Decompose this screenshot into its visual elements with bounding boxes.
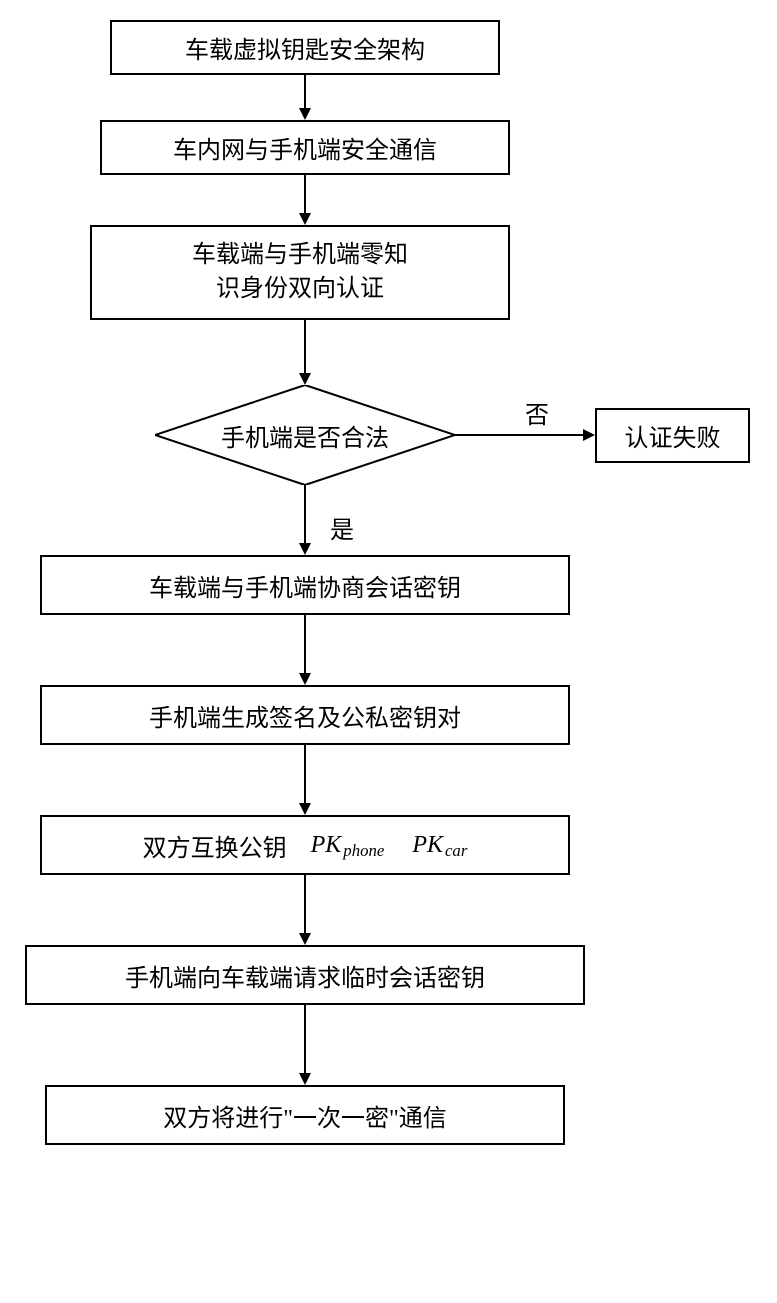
node-text: 双方将进行"一次一密"通信 bbox=[163, 1098, 447, 1133]
arrow-4-6 bbox=[297, 485, 313, 555]
node-text: 认证失败 bbox=[625, 418, 721, 453]
node-text: 双方互换公钥 PK phone PK car bbox=[143, 828, 468, 863]
node-exchange-pk: 双方互换公钥 PK phone PK car bbox=[40, 815, 570, 875]
node-security-arch: 车载虚拟钥匙安全架构 bbox=[110, 20, 500, 75]
node-mutual-auth: 车载端与手机端零知 识身份双向认证 bbox=[90, 225, 510, 320]
pk-prefix: 双方互换公钥 bbox=[143, 828, 287, 863]
edge-label-no: 否 bbox=[525, 395, 549, 430]
node-otp-comm: 双方将进行"一次一密"通信 bbox=[45, 1085, 565, 1145]
pk-car-main: PK bbox=[412, 832, 443, 859]
arrow-2-3 bbox=[297, 175, 313, 225]
node-secure-comm: 车内网与手机端安全通信 bbox=[100, 120, 510, 175]
node-request-tempkey: 手机端向车载端请求临时会话密钥 bbox=[25, 945, 585, 1005]
node-text: 车载端与手机端零知 识身份双向认证 bbox=[192, 239, 408, 306]
edge-label-yes: 是 bbox=[330, 510, 354, 545]
pk-car-sub: car bbox=[445, 841, 467, 861]
pk-phone-sub: phone bbox=[343, 841, 384, 861]
arrow-6-7 bbox=[297, 615, 313, 685]
arrow-8-9 bbox=[297, 875, 313, 945]
node-decision-legal: 手机端是否合法 bbox=[155, 385, 455, 485]
node-text: 手机端生成签名及公私密钥对 bbox=[149, 698, 461, 733]
node-text: 手机端向车载端请求临时会话密钥 bbox=[125, 958, 485, 993]
node-text: 车载虚拟钥匙安全架构 bbox=[185, 30, 425, 65]
arrow-9-10 bbox=[297, 1005, 313, 1085]
arrow-3-4 bbox=[297, 320, 313, 385]
pk-phone-main: PK bbox=[311, 832, 342, 859]
arrow-1-2 bbox=[297, 75, 313, 120]
node-text: 手机端是否合法 bbox=[221, 418, 389, 453]
node-text: 车内网与手机端安全通信 bbox=[173, 130, 437, 165]
arrow-7-8 bbox=[297, 745, 313, 815]
node-auth-fail: 认证失败 bbox=[595, 408, 750, 463]
node-text: 车载端与手机端协商会话密钥 bbox=[149, 568, 461, 603]
node-session-key: 车载端与手机端协商会话密钥 bbox=[40, 555, 570, 615]
node-gen-keypair: 手机端生成签名及公私密钥对 bbox=[40, 685, 570, 745]
